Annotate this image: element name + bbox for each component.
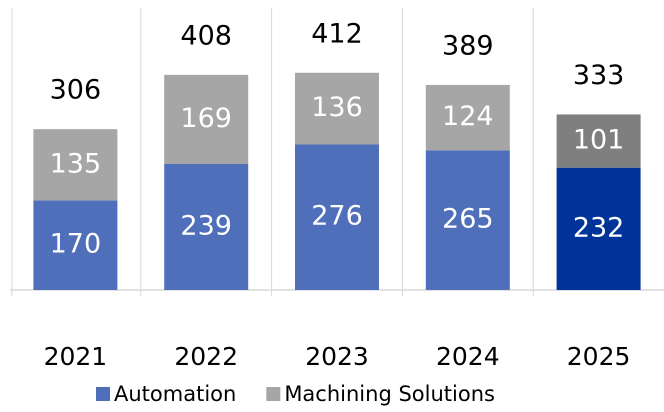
- bar-segment: [164, 74, 249, 164]
- bar-segment: [295, 72, 379, 145]
- segment-label: 169: [180, 103, 232, 134]
- x-tick-label: 2021: [44, 342, 108, 371]
- segment-label: 135: [50, 148, 102, 179]
- total-label: 408: [180, 20, 232, 51]
- bar-segment: [556, 167, 641, 290]
- bar-segment: [164, 163, 249, 290]
- x-tick-label: 2022: [174, 342, 238, 371]
- segment-label: 276: [311, 201, 363, 232]
- segment-label: 239: [180, 210, 232, 241]
- legend-swatch: [96, 387, 110, 401]
- segment-label: 101: [573, 125, 625, 156]
- total-label: 306: [50, 75, 102, 106]
- segment-label: 232: [573, 212, 625, 243]
- legend-label: Machining Solutions: [284, 382, 495, 406]
- bar-segment: [556, 114, 641, 168]
- total-label: 412: [311, 18, 363, 49]
- bar-segment: [295, 144, 379, 290]
- segment-label: 136: [311, 92, 363, 123]
- legend-label: Automation: [114, 382, 236, 406]
- x-tick-label: 2023: [305, 342, 369, 371]
- bar-segment: [33, 200, 118, 290]
- segment-label: 124: [442, 101, 494, 132]
- x-tick-label: 2024: [436, 342, 500, 371]
- segment-label: 170: [50, 229, 102, 260]
- total-label: 333: [573, 60, 625, 91]
- segment-label: 265: [442, 204, 494, 235]
- x-tick-label: 2025: [567, 342, 631, 371]
- legend-swatch: [266, 387, 281, 401]
- bar-segment: [33, 129, 118, 201]
- bar-segment: [425, 150, 510, 290]
- total-label: 389: [442, 30, 494, 61]
- bar-segment: [425, 84, 510, 151]
